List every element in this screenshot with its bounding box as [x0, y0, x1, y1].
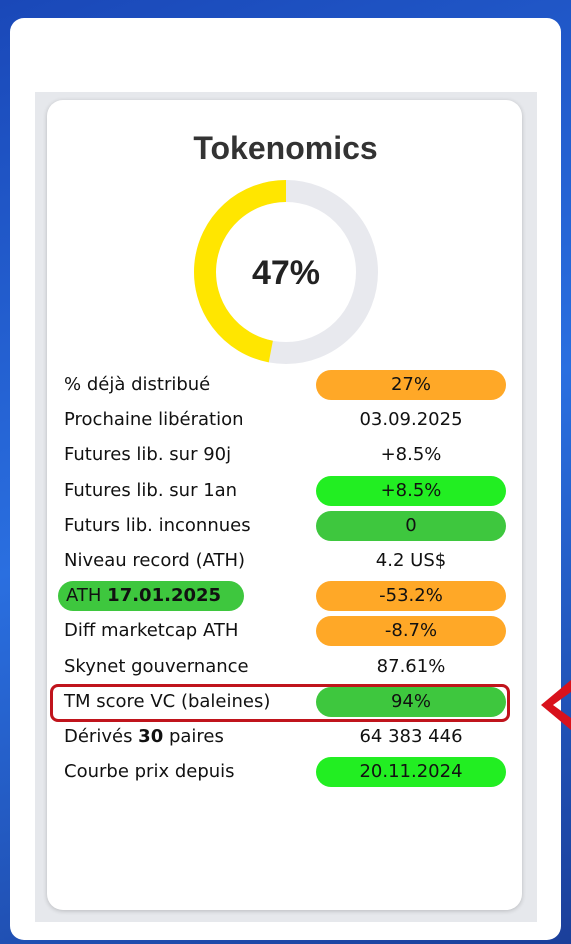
donut-label: 47%: [252, 254, 320, 292]
label-text: % déjà distribué: [64, 374, 211, 395]
label-text: Courbe prix depuis: [64, 761, 235, 783]
row-value: 03.09.2025: [359, 409, 463, 431]
row-value: 4.2 US$: [375, 550, 447, 571]
row-label: TM score VC (baleines): [64, 687, 270, 717]
row-value: -53.2%: [316, 581, 506, 612]
row-label: Niveau record (ATH): [64, 546, 245, 576]
row-label: Futurs lib. inconnues: [64, 511, 251, 541]
label-text: 30: [138, 726, 164, 747]
row-label: ATH 17.01.2025: [58, 581, 244, 612]
title: Tokenomics: [193, 130, 378, 166]
label-text: Futures lib. sur 90j: [64, 444, 232, 466]
label-text: Skynet gouvernance: [64, 655, 249, 677]
row-value: 27%: [316, 370, 506, 400]
arrow: [541, 680, 571, 730]
row-value: 20.11.2024: [316, 757, 506, 788]
label-text: paires: [163, 726, 224, 747]
row-label: Diff marketcap ATH: [64, 616, 238, 646]
row-value: +8.5%: [380, 444, 442, 466]
label-text: Diff marketcap ATH: [64, 620, 239, 642]
label-text: Niveau record (ATH): [64, 550, 246, 571]
label-text: Prochaine libération: [64, 409, 244, 431]
row-label: Courbe prix depuis: [64, 757, 235, 787]
row-label: Futures lib. sur 1an: [64, 476, 237, 506]
row-value: 0: [316, 510, 506, 541]
label-text: Futures lib. sur 1an: [64, 479, 238, 501]
label-text: 17.01.2025: [107, 585, 222, 607]
label-text: Futurs lib. inconnues: [64, 514, 251, 536]
row-label: % déjà distribué: [64, 370, 210, 400]
label-text: ATH: [66, 585, 108, 607]
row-label: Prochaine libération: [64, 405, 244, 435]
row-label: Skynet gouvernance: [64, 652, 249, 682]
highlight-box: [50, 683, 510, 722]
label-text: Dérivés: [64, 726, 139, 747]
row-label: Futures lib. sur 90j: [64, 440, 231, 470]
row-value: 64 383 446: [359, 726, 463, 747]
donut-arc: [194, 180, 287, 363]
row-value: 87.61%: [376, 655, 446, 677]
row-value: -8.7%: [316, 616, 506, 647]
row-label: Dérivés 30 paires: [64, 722, 224, 752]
row-value: +8.5%: [316, 475, 506, 506]
row-value: 94%: [316, 686, 506, 717]
label-text: TM score VC (baleines): [64, 690, 271, 712]
